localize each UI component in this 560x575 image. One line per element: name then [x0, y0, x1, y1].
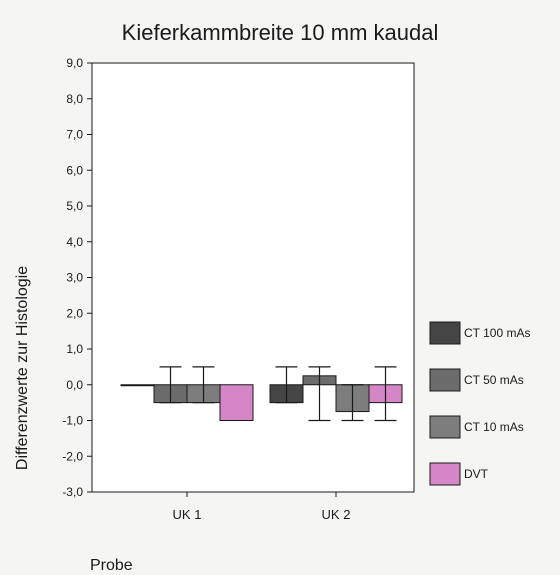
error-bars-layer [159, 366, 397, 422]
y-axis: 9,0 8,0 7,0 6,0 5,0 4,0 3,0 2,0 1,0 0,0 -1,0 -2,0 -3… [62, 56, 92, 499]
legend-label: CT 100 mAs [464, 326, 530, 340]
y-tick-label: 4,0 [66, 235, 83, 249]
y-axis-title: Differenzwerte zur Histologie [14, 266, 31, 470]
legend-swatch [429, 462, 461, 486]
y-tick-label: 2,0 [66, 306, 83, 320]
bar [219, 384, 254, 421]
plot-area [91, 62, 415, 493]
legend-label: DVT [464, 467, 489, 481]
legend-label: CT 50 mAs [464, 373, 524, 387]
y-tick-label: 9,0 [66, 56, 83, 70]
y-tick-label: -1,0 [62, 414, 83, 428]
y-tick-label: 7,0 [66, 128, 83, 142]
x-tick-label: UK 1 [173, 507, 202, 522]
legend: CT 100 mAs CT 50 mAs CT 10 mAs DVT [429, 321, 530, 486]
x-axis: UK 1 UK 2 [173, 492, 351, 522]
legend-swatch [429, 415, 461, 439]
x-axis-title: Probe [90, 557, 133, 574]
y-tick-label: 3,0 [66, 271, 83, 285]
legend-swatch [429, 368, 461, 392]
legend-label: CT 10 mAs [464, 420, 524, 434]
x-tick-label: UK 2 [322, 507, 351, 522]
legend-swatch [429, 321, 461, 345]
y-tick-label: 1,0 [66, 342, 83, 356]
y-tick-label: 0,0 [66, 378, 83, 392]
chart-title: Kieferkammbreite 10 mm kaudal [122, 20, 439, 45]
bar [120, 384, 155, 387]
y-tick-label: 5,0 [66, 199, 83, 213]
y-tick-label: -3,0 [62, 485, 83, 499]
y-tick-label: 8,0 [66, 92, 83, 106]
y-tick-label: -2,0 [62, 449, 83, 463]
y-tick-label: 6,0 [66, 163, 83, 177]
